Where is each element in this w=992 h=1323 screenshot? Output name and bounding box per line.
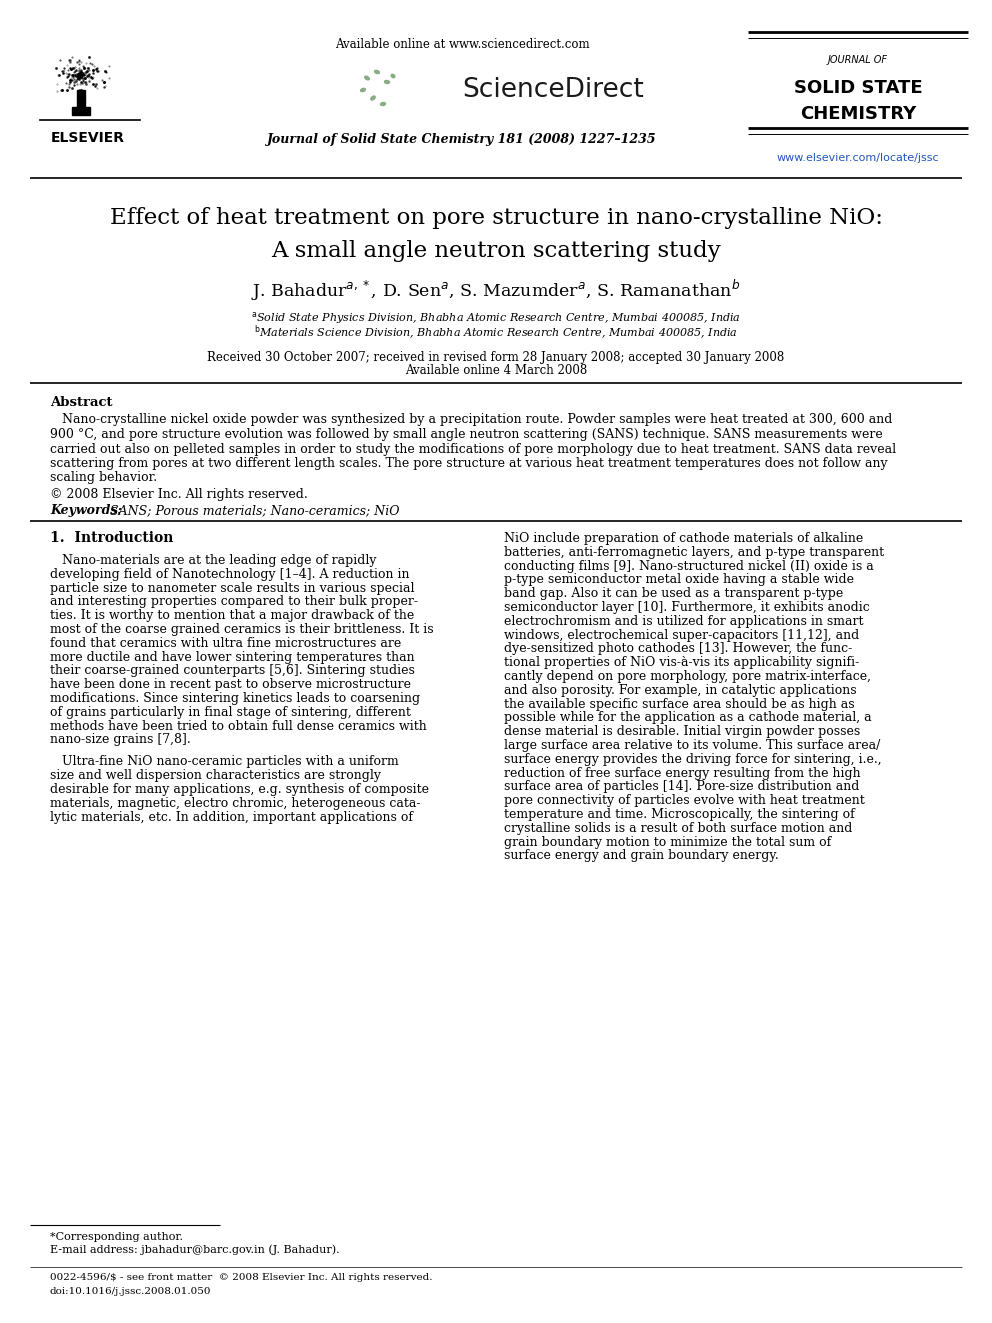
Text: ELSEVIER: ELSEVIER [51,131,125,146]
Text: scattering from pores at two different length scales. The pore structure at vari: scattering from pores at two different l… [50,456,888,470]
Text: and also porosity. For example, in catalytic applications: and also porosity. For example, in catal… [504,684,857,697]
Text: www.elsevier.com/locate/jssc: www.elsevier.com/locate/jssc [777,153,939,163]
Text: cantly depend on pore morphology, pore matrix-interface,: cantly depend on pore morphology, pore m… [504,669,871,683]
Text: surface energy and grain boundary energy.: surface energy and grain boundary energy… [504,849,779,863]
Text: methods have been tried to obtain full dense ceramics with: methods have been tried to obtain full d… [50,720,427,733]
Text: Available online at www.sciencedirect.com: Available online at www.sciencedirect.co… [334,38,589,52]
Text: Effect of heat treatment on pore structure in nano-crystalline NiO:: Effect of heat treatment on pore structu… [109,206,883,229]
Bar [77,90,85,110]
Text: band gap. Also it can be used as a transparent p-type: band gap. Also it can be used as a trans… [504,587,843,601]
Ellipse shape [391,74,395,78]
Ellipse shape [365,77,369,79]
Text: carried out also on pelleted samples in order to study the modifications of pore: carried out also on pelleted samples in … [50,442,896,455]
Text: Keywords:: Keywords: [50,504,122,517]
Text: Ultra-fine NiO nano-ceramic particles with a uniform: Ultra-fine NiO nano-ceramic particles wi… [50,755,399,769]
Text: Abstract: Abstract [50,396,112,409]
Text: JOURNAL OF: JOURNAL OF [828,56,888,65]
Text: desirable for many applications, e.g. synthesis of composite: desirable for many applications, e.g. sy… [50,783,429,796]
Text: grain boundary motion to minimize the total sum of: grain boundary motion to minimize the to… [504,836,831,848]
Text: NiO include preparation of cathode materials of alkaline: NiO include preparation of cathode mater… [504,532,863,545]
Text: scaling behavior.: scaling behavior. [50,471,157,484]
Ellipse shape [371,97,375,101]
Text: particle size to nanometer scale results in various special: particle size to nanometer scale results… [50,582,415,594]
Text: SANS; Porous materials; Nano-ceramics; NiO: SANS; Porous materials; Nano-ceramics; N… [106,504,400,517]
Ellipse shape [361,89,365,91]
Text: A small angle neutron scattering study: A small angle neutron scattering study [271,239,721,262]
Text: possible while for the application as a cathode material, a: possible while for the application as a … [504,712,872,725]
Text: pore connectivity of particles evolve with heat treatment: pore connectivity of particles evolve wi… [504,794,865,807]
Text: materials, magnetic, electro chromic, heterogeneous cata-: materials, magnetic, electro chromic, he… [50,796,421,810]
Text: p-type semiconductor metal oxide having a stable wide: p-type semiconductor metal oxide having … [504,573,854,586]
Text: lytic materials, etc. In addition, important applications of: lytic materials, etc. In addition, impor… [50,811,413,824]
Text: most of the coarse grained ceramics is their brittleness. It is: most of the coarse grained ceramics is t… [50,623,434,636]
Text: dense material is desirable. Initial virgin powder posses: dense material is desirable. Initial vir… [504,725,860,738]
Text: and interesting properties compared to their bulk proper-: and interesting properties compared to t… [50,595,418,609]
Text: Journal of Solid State Chemistry 181 (2008) 1227–1235: Journal of Solid State Chemistry 181 (20… [267,134,657,147]
Text: nano-size grains [7,8].: nano-size grains [7,8]. [50,733,190,746]
Text: batteries, anti-ferromagnetic layers, and p-type transparent: batteries, anti-ferromagnetic layers, an… [504,546,884,558]
Text: crystalline solids is a result of both surface motion and: crystalline solids is a result of both s… [504,822,852,835]
Text: © 2008 Elsevier Inc. All rights reserved.: © 2008 Elsevier Inc. All rights reserved… [50,488,308,501]
Bar [72,107,90,115]
Text: ties. It is worthy to mention that a major drawback of the: ties. It is worthy to mention that a maj… [50,609,415,622]
Text: Nano-crystalline nickel oxide powder was synthesized by a precipitation route. P: Nano-crystalline nickel oxide powder was… [50,414,893,426]
Text: 0022-4596/$ - see front matter  © 2008 Elsevier Inc. All rights reserved.: 0022-4596/$ - see front matter © 2008 El… [50,1274,433,1282]
Text: ScienceDirect: ScienceDirect [462,77,644,103]
Text: tional properties of NiO vis-à-vis its applicability signifi-: tional properties of NiO vis-à-vis its a… [504,656,859,669]
Text: developing field of Nanotechnology [1–4]. A reduction in: developing field of Nanotechnology [1–4]… [50,568,410,581]
Text: windows, electrochemical super-capacitors [11,12], and: windows, electrochemical super-capacitor… [504,628,859,642]
Text: of grains particularly in final stage of sintering, different: of grains particularly in final stage of… [50,705,411,718]
Text: E-mail address: jbahadur@barc.gov.in (J. Bahadur).: E-mail address: jbahadur@barc.gov.in (J.… [50,1245,339,1256]
Ellipse shape [385,81,390,83]
Text: reduction of free surface energy resulting from the high: reduction of free surface energy resulti… [504,766,861,779]
Text: $^{\rm a}$Solid State Physics Division, Bhabha Atomic Research Centre, Mumbai 40: $^{\rm a}$Solid State Physics Division, … [251,310,741,325]
Text: the available specific surface area should be as high as: the available specific surface area shou… [504,697,855,710]
Text: J. Bahadur$^{a,*}$, D. Sen$^{a}$, S. Mazumder$^{a}$, S. Ramanathan$^{b}$: J. Bahadur$^{a,*}$, D. Sen$^{a}$, S. Maz… [251,278,741,303]
Text: temperature and time. Microscopically, the sintering of: temperature and time. Microscopically, t… [504,808,855,822]
Text: modifications. Since sintering kinetics leads to coarsening: modifications. Since sintering kinetics … [50,692,421,705]
Text: semiconductor layer [10]. Furthermore, it exhibits anodic: semiconductor layer [10]. Furthermore, i… [504,601,870,614]
Text: surface area of particles [14]. Pore-size distribution and: surface area of particles [14]. Pore-siz… [504,781,859,794]
Text: 1.  Introduction: 1. Introduction [50,532,174,545]
Ellipse shape [375,70,379,74]
Text: size and well dispersion characteristics are strongly: size and well dispersion characteristics… [50,769,381,782]
Text: Nano-materials are at the leading edge of rapidly: Nano-materials are at the leading edge o… [50,554,377,568]
Text: have been done in recent past to observe microstructure: have been done in recent past to observe… [50,679,411,691]
Text: electrochromism and is utilized for applications in smart: electrochromism and is utilized for appl… [504,615,863,628]
Text: found that ceramics with ultra fine microstructures are: found that ceramics with ultra fine micr… [50,636,401,650]
Text: dye-sensitized photo cathodes [13]. However, the func-: dye-sensitized photo cathodes [13]. Howe… [504,643,852,655]
Text: *Corresponding author.: *Corresponding author. [50,1232,183,1242]
Text: large surface area relative to its volume. This surface area/: large surface area relative to its volum… [504,740,880,751]
Text: $^{\rm b}$Materials Science Division, Bhabha Atomic Research Centre, Mumbai 4000: $^{\rm b}$Materials Science Division, Bh… [254,324,738,343]
Ellipse shape [381,102,386,106]
Text: Available online 4 March 2008: Available online 4 March 2008 [405,365,587,377]
Text: SOLID STATE: SOLID STATE [794,79,923,97]
Text: CHEMISTRY: CHEMISTRY [800,105,917,123]
Text: doi:10.1016/j.jssc.2008.01.050: doi:10.1016/j.jssc.2008.01.050 [50,1286,211,1295]
Text: their coarse-grained counterparts [5,6]. Sintering studies: their coarse-grained counterparts [5,6].… [50,664,415,677]
Text: surface energy provides the driving force for sintering, i.e.,: surface energy provides the driving forc… [504,753,882,766]
Text: 900 °C, and pore structure evolution was followed by small angle neutron scatter: 900 °C, and pore structure evolution was… [50,429,883,441]
Text: conducting films [9]. Nano-structured nickel (II) oxide is a: conducting films [9]. Nano-structured ni… [504,560,874,573]
Text: more ductile and have lower sintering temperatures than: more ductile and have lower sintering te… [50,651,415,664]
Text: Received 30 October 2007; received in revised form 28 January 2008; accepted 30 : Received 30 October 2007; received in re… [207,351,785,364]
